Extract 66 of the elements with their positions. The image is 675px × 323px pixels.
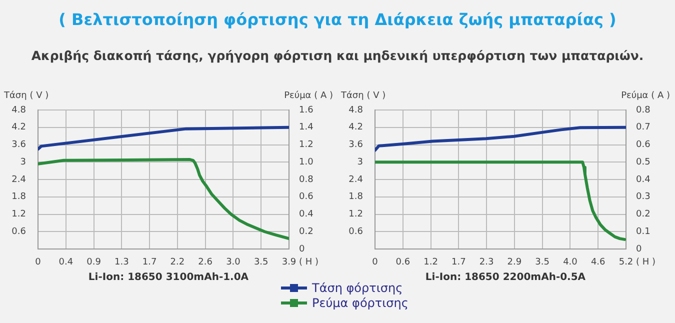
y-tick-label: 3 bbox=[20, 157, 26, 168]
x-tick-label: 0.4 bbox=[58, 258, 74, 268]
y-axis-title: Τάση ( V ) bbox=[3, 90, 49, 101]
y2-tick-label: 0.8 bbox=[636, 105, 651, 116]
x-tick-label: 0.9 bbox=[86, 258, 102, 268]
x-axis-title: ( H ) bbox=[636, 257, 656, 268]
x-tick-label: 3.0 bbox=[226, 258, 241, 268]
x-tick-label: 0.6 bbox=[396, 258, 410, 268]
y2-tick-label: 0.4 bbox=[299, 210, 314, 220]
x-tick-label: 2.2 bbox=[170, 258, 185, 268]
y-tick-label: 4.8 bbox=[12, 105, 26, 116]
text: Li-Ion: 18650 3100mAh-1.0A bbox=[88, 272, 249, 283]
y-tick-label: 4.8 bbox=[348, 105, 364, 116]
y-tick-label: 4.2 bbox=[12, 122, 26, 133]
y2-tick-label: 1.2 bbox=[299, 140, 314, 150]
y2-tick-label: 0.4 bbox=[636, 174, 651, 185]
y-tick-label: 1.2 bbox=[348, 210, 363, 220]
y-tick-label: 0.6 bbox=[12, 226, 26, 237]
x-tick-label: 2.3 bbox=[479, 258, 494, 268]
y-tick-label: 2.4 bbox=[348, 174, 364, 185]
y2-tick-label: 1.4 bbox=[299, 122, 314, 133]
x-tick-label: 3.5 bbox=[535, 258, 550, 268]
y2-tick-label: 0.6 bbox=[299, 192, 314, 202]
y2-tick-label: 0.6 bbox=[636, 140, 651, 150]
x-tick-label: 3.9 bbox=[282, 258, 296, 268]
y-tick-label: 3.6 bbox=[348, 140, 364, 150]
y2-tick-label: 0.3 bbox=[636, 192, 650, 202]
x-tick-label: 0 bbox=[372, 258, 378, 268]
x-tick-label: 5.2 bbox=[618, 258, 634, 268]
y-tick-label: 4.2 bbox=[348, 122, 363, 133]
y2-tick-label: 0.1 bbox=[636, 226, 650, 237]
x-tick-label: 2.9 bbox=[507, 258, 522, 268]
y-tick-label: 1.2 bbox=[12, 210, 26, 220]
y2-tick-label: 0 bbox=[636, 244, 642, 254]
x-tick-label: 3.5 bbox=[254, 258, 268, 268]
text: Ακριβής διακοπή τάσης, γρήγορη φόρτιση και μηδενική υπερφόρτιση των μπαταριών. bbox=[30, 48, 645, 63]
y-tick-label: 3 bbox=[357, 157, 363, 168]
y2-axis-title: Ρεύμα ( A ) bbox=[621, 90, 670, 101]
x-tick-label: 1.7 bbox=[142, 258, 157, 268]
y2-axis-title: Ρεύμα ( A ) bbox=[284, 90, 333, 101]
y2-tick-label: 0.5 bbox=[636, 157, 650, 168]
x-tick-label: 1.3 bbox=[114, 258, 129, 268]
text: Li-Ion: 18650 2200mAh-0.5A bbox=[425, 272, 586, 283]
legend-label: Τάση φόρτισης bbox=[312, 280, 403, 294]
text: ( Βελτιστοποίηση φόρτισης για τη Διάρκεια ζωής μπαταρίας ) bbox=[58, 10, 618, 29]
y-tick-label: 2.4 bbox=[12, 174, 26, 185]
y-tick-label: 0.6 bbox=[348, 226, 364, 237]
y-axis-title: Τάση ( V ) bbox=[340, 90, 386, 101]
y2-tick-label: 0.8 bbox=[299, 174, 314, 185]
y2-tick-label: 0.2 bbox=[636, 210, 650, 220]
y-tick-label: 3.6 bbox=[12, 140, 26, 150]
x-tick-label: 4.6 bbox=[590, 258, 606, 268]
x-tick-label: 4.0 bbox=[563, 258, 578, 268]
x-tick-label: 2.6 bbox=[198, 258, 213, 268]
x-tick-label: 1.7 bbox=[452, 258, 466, 268]
y-tick-label: 1.8 bbox=[12, 192, 26, 202]
x-tick-label: 1.2 bbox=[424, 258, 438, 268]
y2-tick-label: 1.6 bbox=[299, 105, 314, 116]
y-tick-label: 1.8 bbox=[348, 192, 364, 202]
x-tick-label: 0 bbox=[35, 258, 42, 268]
y2-tick-label: 0.2 bbox=[299, 226, 314, 237]
y2-tick-label: 1.0 bbox=[299, 157, 314, 168]
x-axis-title: ( H ) bbox=[299, 257, 319, 268]
legend-label: Ρεύμα φόρτισης bbox=[312, 296, 408, 310]
y2-tick-label: 0.7 bbox=[636, 122, 650, 133]
y2-tick-label: 0 bbox=[299, 244, 305, 254]
